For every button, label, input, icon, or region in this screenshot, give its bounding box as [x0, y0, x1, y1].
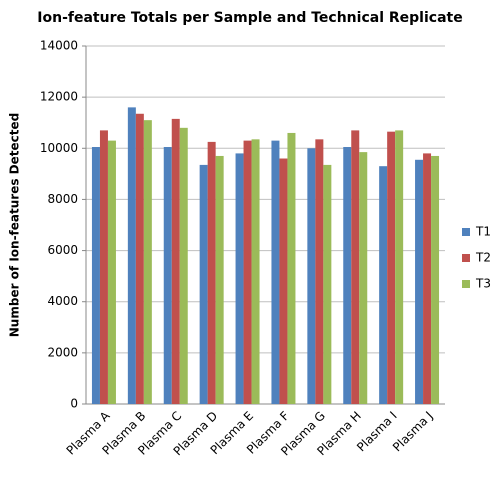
- x-tick-label: Plasma J: [390, 409, 436, 455]
- legend-label: T1: [475, 225, 491, 239]
- bar: [431, 155, 440, 404]
- bar: [235, 153, 244, 404]
- y-tick-label: 6000: [47, 243, 78, 257]
- bar: [287, 132, 296, 404]
- y-axis-title: Number of Ion-features Detected: [8, 113, 22, 337]
- bar: [415, 159, 424, 404]
- bar: [135, 113, 144, 404]
- bar: [179, 127, 188, 404]
- bar: [359, 152, 368, 404]
- bar: [315, 139, 324, 405]
- bar: [323, 164, 332, 404]
- bar: [279, 158, 288, 404]
- bar: [343, 147, 352, 404]
- bar: [251, 139, 260, 405]
- chart-title: Ion-feature Totals per Sample and Techni…: [37, 10, 462, 26]
- bar: [271, 140, 280, 404]
- bar: [199, 164, 208, 404]
- bar: [395, 130, 404, 404]
- bar: [379, 166, 388, 404]
- bar: [207, 141, 216, 404]
- bar: [387, 131, 396, 404]
- bar: [127, 107, 136, 404]
- bar: [107, 140, 116, 404]
- y-tick-label: 14000: [40, 39, 78, 53]
- y-tick-label: 8000: [47, 192, 78, 206]
- y-tick-label: 10000: [40, 141, 78, 155]
- bar: [243, 140, 252, 404]
- y-tick-label: 0: [70, 397, 78, 411]
- bar: [163, 147, 172, 404]
- bar: [99, 130, 108, 404]
- bar: [91, 147, 100, 404]
- bar: [143, 120, 152, 405]
- y-tick-label: 12000: [40, 90, 78, 104]
- bar: [307, 148, 316, 404]
- y-tick-label: 2000: [47, 345, 78, 359]
- bar: [215, 155, 224, 404]
- legend-label: T2: [475, 251, 491, 265]
- bar: [423, 153, 432, 404]
- legend-label: T3: [475, 277, 491, 291]
- bar: [171, 118, 180, 404]
- legend-swatch: [462, 254, 470, 262]
- legend-swatch: [462, 280, 470, 288]
- legend-swatch: [462, 228, 470, 236]
- bar: [351, 130, 360, 404]
- y-tick-label: 4000: [47, 294, 78, 308]
